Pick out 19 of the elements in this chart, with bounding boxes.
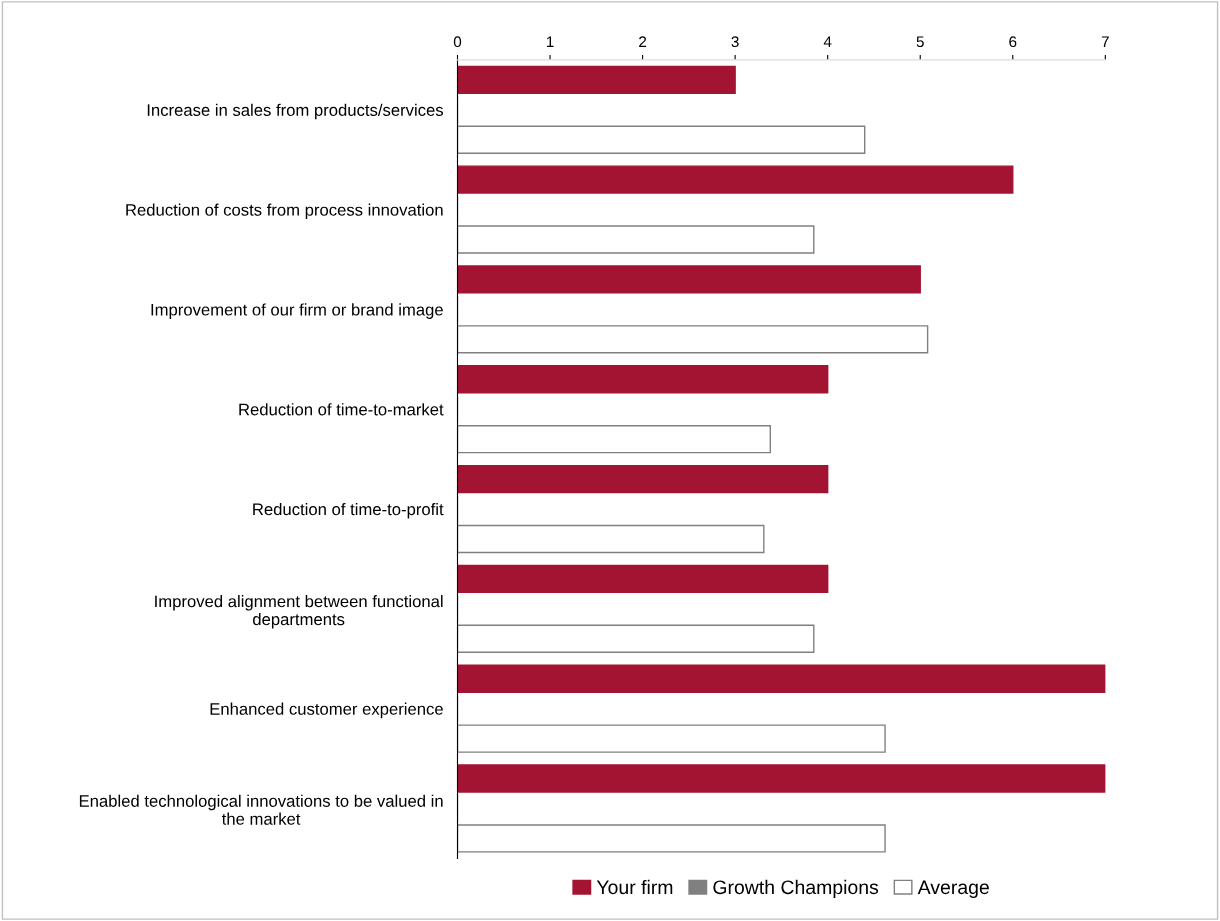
x-tick-label: 6 [1009,36,1017,48]
x-tick-label: 1 [546,36,554,47]
y-tick-label: Reduction of time-to-market [239,403,444,416]
legend-label: Average [917,880,989,898]
y-tick-label: Improved alignment between functional departments [155,595,443,629]
y-tick-label: Enabled technological innovations to be valued in the market [79,794,443,825]
x-tick-label: 0 [453,36,462,48]
y-tick-label: Improvement of our firm or brand image [151,303,443,319]
legend-label: Your firm [596,879,673,895]
y-tick-label: Enhanced customer experience [210,702,443,719]
y-tick-label: Reduction of costs from process innovation [126,203,443,220]
x-tick-label: 3 [731,36,739,48]
legend-label: Growth Champions [713,879,879,898]
x-tick-label: 4 [823,36,832,47]
x-tick-label: 7 [1101,36,1109,47]
x-tick-label: 2 [639,36,647,47]
y-tick-label: Increase in sales from products/services [147,103,444,120]
x-tick-label: 5 [916,36,924,48]
y-tick-label: Reduction of time-to-profit [253,502,444,519]
